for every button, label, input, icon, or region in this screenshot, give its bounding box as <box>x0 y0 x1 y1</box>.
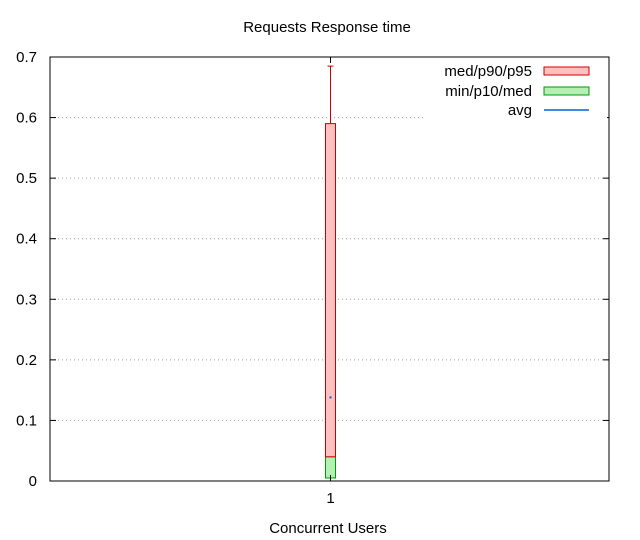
chart-title: Requests Response time <box>243 19 411 36</box>
y-tick-label: 0 <box>29 473 37 490</box>
x-axis-label: Concurrent Users <box>269 520 387 537</box>
y-tick-label: 0.2 <box>16 352 37 369</box>
y-tick-label: 0.5 <box>16 170 37 187</box>
med-p90-box <box>325 123 336 458</box>
plot-area <box>325 65 336 479</box>
legend-label: min/p10/med <box>445 83 532 100</box>
legend: med/p90/p95 min/p10/med avg <box>425 59 607 123</box>
y-tick-label: 0.4 <box>16 231 37 248</box>
legend-label: med/p90/p95 <box>444 63 532 80</box>
y-tick-label: 0.6 <box>16 110 37 127</box>
legend-swatch <box>543 86 590 96</box>
plot-frame <box>49 56 610 482</box>
min-p10-med-box <box>325 456 336 479</box>
y-axis-ticks: 0 0.1 0.2 0.3 0.4 0.5 0.6 0.7 <box>16 49 609 490</box>
legend-swatch <box>543 66 590 76</box>
y-tick-label: 0.7 <box>16 49 37 66</box>
y-tick-label: 0.3 <box>16 291 37 308</box>
y-tick-label: 0.1 <box>16 412 37 429</box>
legend-label: avg <box>508 102 532 119</box>
x-tick-label: 1 <box>326 490 334 507</box>
x-axis-ticks: 1 <box>326 57 335 507</box>
